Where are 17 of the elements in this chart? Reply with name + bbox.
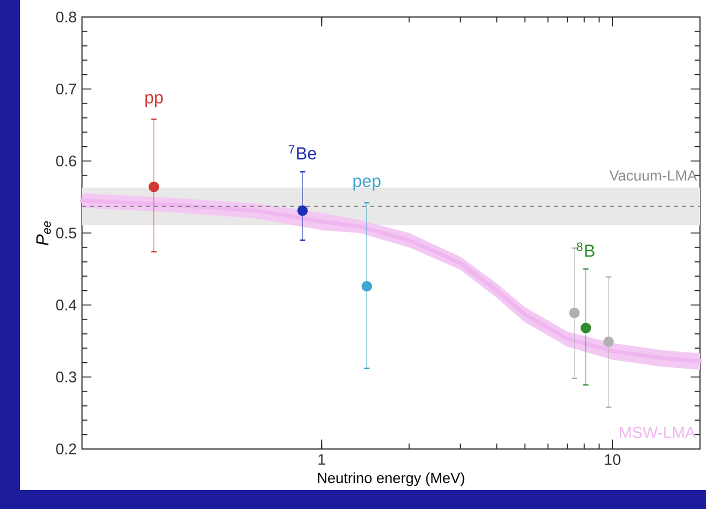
text: MSW-LMA [620,426,696,438]
y-tick-label: 0.5 [56,228,76,238]
text: pep [353,178,381,190]
text: $^{7}$Be [288,145,316,160]
y-tick-label: 0.3 [56,372,76,382]
text: $^{8}$B [576,242,594,257]
y-tick-label: 0.6 [56,156,76,166]
x-tick-label: 1 [318,454,326,465]
band-label: Vacuum-LMA [609,170,698,181]
y-tick-label: 0.4 [56,300,76,310]
text: pp [145,94,163,107]
y-axis-title: P$_{ee}$ [36,221,51,246]
x-axis-title: Neutrino energy (MeV) [318,472,464,486]
y-tick-label: 0.7 [56,84,76,94]
y-tick-label: 0.2 [56,444,76,454]
x-tick-label: 10 [605,454,620,465]
y-tick-label: 0.8 [56,12,76,22]
